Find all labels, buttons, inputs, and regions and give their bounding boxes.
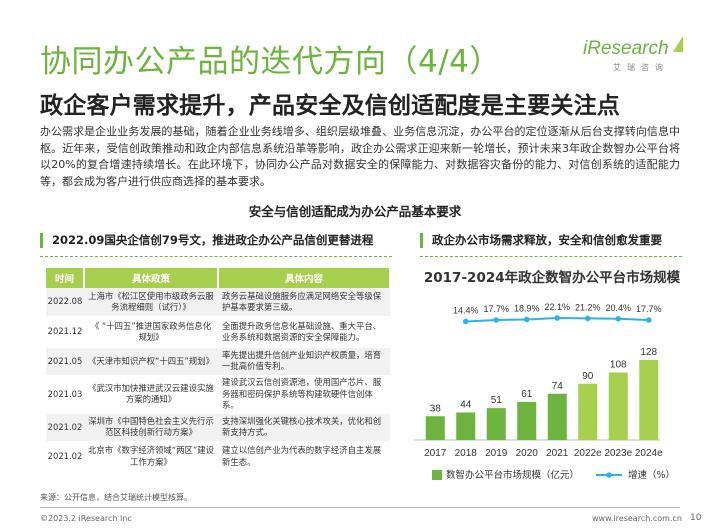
bar-2017 [425,416,445,440]
growth-rate-label: 17.7% [483,304,509,314]
bar-value-label: 108 [610,360,627,371]
table-row: 2021.02 北京市《数字经济领域“两区”建设工作方案》 建立以信创产业为代表… [46,442,390,473]
legend-bar-swatch [432,470,442,480]
page-number: 10 [690,513,702,523]
row-policy: 《天津市知识产权“十四五”规划》 [84,346,218,378]
policy-table: 时间 具体政策 具体内容 2022.08 上海市《松江区使用市级政务云服务流程细… [46,268,391,473]
bar-2019 [486,408,506,440]
bar-2018 [456,412,476,440]
left-heading-text: 2022.09国央企信创79号文，推进政企办公产品信创更替进程 [52,233,374,247]
table-header-content: 具体内容 [218,268,391,288]
chart-title: 2017-2024年政企数智办公平台市场规模 [423,270,681,286]
bar-value-label: 90 [582,371,594,382]
growth-rate-label: 20.4% [605,303,631,313]
growth-rate-point [493,317,500,323]
growth-rate-label: 14.4% [453,305,479,315]
x-tick-label: 2020 [516,448,539,459]
page-subtitle: 政企客户需求提升，产品安全及信创适配度是主要关注点 [40,93,620,119]
row-policy: 《 “十四五”推进国家政务信息化规划》 [84,317,218,348]
table-row: 2022.08 上海市《松江区使用市级政务云服务流程细则（试行）》 政务云基础设… [46,288,390,319]
footer-divider [40,507,680,508]
table-row: 2021.03 《武汉市加快推进武汉云建设实施方案的通知》 建设武汉云信创资源池… [46,376,390,414]
growth-rate-point [615,315,622,322]
page-title: 协同办公产品的迭代方向（4/4） [40,44,501,80]
bar-2023e [608,372,628,440]
table-header-time: 时间 [46,268,85,288]
row-policy: 上海市《松江区使用市级政务云服务流程细则（试行）》 [84,288,218,319]
bar-2020 [517,401,537,440]
left-heading-accent [40,233,43,248]
growth-rate-point [523,316,530,323]
row-time: 2021.02 [46,442,84,473]
legend-line-marker [606,472,612,478]
table-header-row: 时间 具体政策 具体内容 [46,268,391,288]
right-panel-divider [420,256,682,257]
logo-subtitle: 艾瑞咨询 [613,63,669,72]
bar-2024e [639,360,659,440]
table-header-policy: 具体政策 [84,268,219,288]
row-content: 率先提出提升信创产业知识产权质量，培育一批高价值专利。 [218,346,390,378]
source-note: 来源：公开信息，结合艾瑞统计模型核算。 [40,493,192,502]
row-content: 建设武汉云信创资源池，使用国产芯片、服务器和密码保护系统等构建软硬件信创体系。 [218,376,390,414]
growth-rate-point [645,317,652,323]
market-size-chart: 38 2017 44 2018 51 2019 61 2020 74 2021 90 2022e 108… [414,302,675,481]
logo-research: Research [587,38,669,59]
row-content: 建立以信创产业为代表的数字经济自主发展新生态。 [218,442,390,473]
row-content: 政务云基础设施服务应满足网络安全等级保护基本要求第三级。 [218,288,390,319]
bar-2022e [578,383,598,440]
intro-paragraph: 办公需求是企业业务发展的基础，随着企业业务线增多、组织层级堆叠、业务信息沉淀，办… [40,125,680,188]
bar-value-label: 74 [552,381,564,392]
row-time: 2021.03 [46,376,84,414]
x-tick-label: 2018 [455,448,478,459]
growth-rate-label: 18.9% [514,303,540,313]
x-tick-label: 2019 [485,448,508,459]
bar-value-label: 61 [521,389,533,400]
iresearch-logo: iResearch 艾瑞咨询 [583,36,683,82]
growth-rate-label: 17.7% [636,304,662,314]
x-tick-label: 2017 [424,448,447,459]
row-time: 2021.05 [46,346,84,378]
growth-rate-label: 22.1% [544,302,570,312]
left-panel-divider [40,256,392,257]
x-tick-label: 2024e [635,448,663,459]
x-tick-label: 2023e [604,448,632,459]
growth-rate-point [584,315,591,322]
section-heading: 安全与信创适配成为办公产品基本要求 [248,204,462,219]
row-time: 2022.08 [46,288,84,319]
row-time: 2021.12 [46,317,84,348]
logo-wordmark: iResearch [583,38,669,60]
legend-bar-label: 数智办公平台市场规模（亿元） [446,469,579,481]
table-row: 2021.05 《天津市知识产权“十四五”规划》 率先提出提升信创产业知识产权质… [46,346,390,378]
growth-rate-label: 21.2% [575,302,601,312]
row-policy: 深圳市《中国特色社会主义先行示范区科技创新行动方案》 [84,412,218,444]
bar-value-label: 44 [460,400,472,411]
right-heading-text: 政企办公市场需求释放，安全和信创愈发重要 [432,233,662,247]
website: www.iresearch.com.cn [592,514,682,523]
logo-slash-icon [673,36,683,52]
row-policy: 北京市《数字经济领域“两区”建设工作方案》 [84,442,218,473]
row-content: 全面提升政务信息化基础设施、重大平台、业务系统和数据资源的安全保障能力。 [218,317,390,348]
bar-value-label: 128 [640,347,657,358]
row-content: 支持深圳强化关键核心技术攻关，优化和创新支持方式。 [218,412,390,444]
table-row: 2021.12 《 “十四五”推进国家政务信息化规划》 全面提升政务信息化基础设… [46,317,390,348]
x-tick-label: 2022e [574,448,602,459]
growth-rate-point [554,315,561,321]
logo-i: i [583,38,588,59]
row-time: 2021.02 [46,412,84,444]
legend-line-label: 增速（%） [628,469,675,481]
x-tick-label: 2021 [546,448,569,459]
growth-rate-point [462,318,469,325]
row-policy: 《武汉市加快推进武汉云建设实施方案的通知》 [84,376,218,414]
bar-value-label: 51 [491,395,503,406]
copyright: ©2023.2 iResearch Inc [40,514,132,523]
right-heading-accent [420,233,423,248]
bar-2021 [547,393,567,440]
table-row: 2021.02 深圳市《中国特色社会主义先行示范区科技创新行动方案》 支持深圳强… [46,412,390,444]
bar-value-label: 38 [430,403,442,414]
